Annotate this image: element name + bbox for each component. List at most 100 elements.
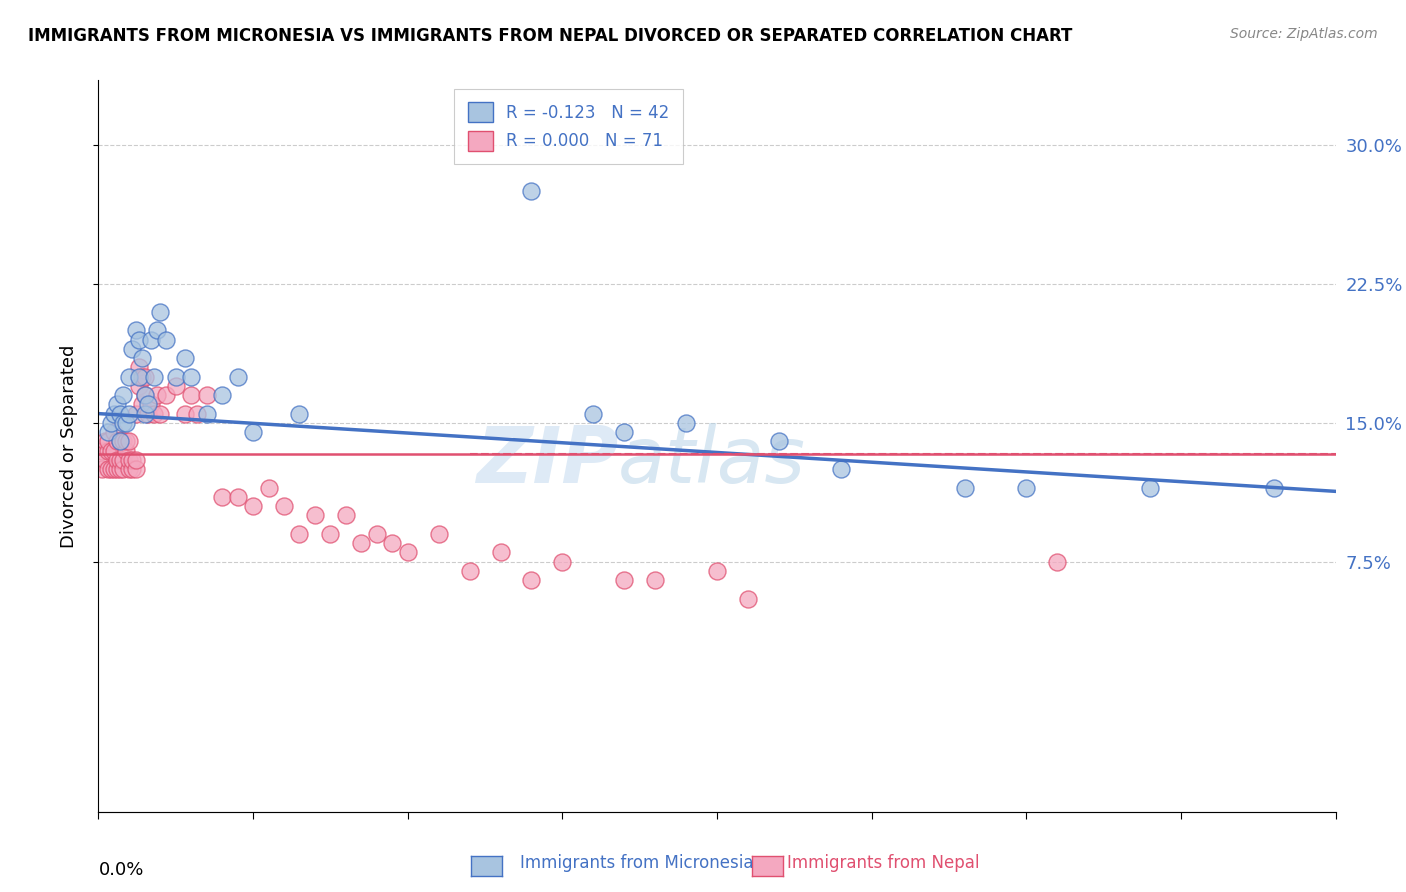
Point <box>112 453 135 467</box>
Text: Source: ZipAtlas.com: Source: ZipAtlas.com <box>1230 27 1378 41</box>
Point <box>112 388 135 402</box>
Point <box>613 574 636 588</box>
Point <box>520 185 543 199</box>
Point <box>335 508 357 523</box>
Point <box>108 462 131 476</box>
Point <box>128 333 150 347</box>
Point <box>139 397 162 411</box>
Point <box>103 407 125 421</box>
Point <box>174 351 197 365</box>
Point <box>520 574 543 588</box>
Point <box>105 434 128 449</box>
Text: 0.0%: 0.0% <box>98 862 143 880</box>
Point <box>644 574 666 588</box>
Point <box>131 351 153 365</box>
Point <box>953 481 976 495</box>
Point <box>396 545 419 559</box>
Point <box>90 462 112 476</box>
Point <box>128 369 150 384</box>
Point <box>97 443 120 458</box>
Point <box>90 443 112 458</box>
Point <box>121 462 143 476</box>
Text: Immigrants from Nepal: Immigrants from Nepal <box>787 855 980 872</box>
Point <box>737 591 759 606</box>
Point <box>97 434 120 449</box>
Point <box>195 388 218 402</box>
Point <box>124 407 146 421</box>
Point <box>112 416 135 430</box>
Point <box>128 379 150 393</box>
Point <box>155 388 177 402</box>
Point <box>105 397 128 411</box>
Point <box>458 564 481 578</box>
Point <box>108 434 131 449</box>
Point <box>366 527 388 541</box>
Point <box>124 453 146 467</box>
Text: ZIP: ZIP <box>475 423 619 499</box>
Point <box>1015 481 1038 495</box>
Point <box>121 453 143 467</box>
Point <box>613 425 636 439</box>
Point <box>93 434 115 449</box>
Point <box>165 379 187 393</box>
Point <box>143 369 166 384</box>
Point <box>1046 555 1069 569</box>
Point <box>118 369 141 384</box>
Point <box>427 527 450 541</box>
Point <box>115 416 138 430</box>
Point <box>139 333 162 347</box>
Point <box>115 443 138 458</box>
Point <box>1139 481 1161 495</box>
Point <box>242 425 264 439</box>
Text: IMMIGRANTS FROM MICRONESIA VS IMMIGRANTS FROM NEPAL DIVORCED OR SEPARATED CORREL: IMMIGRANTS FROM MICRONESIA VS IMMIGRANTS… <box>28 27 1073 45</box>
Point <box>211 388 233 402</box>
Point <box>165 369 187 384</box>
Point <box>195 407 218 421</box>
Point <box>134 388 156 402</box>
Point <box>100 443 122 458</box>
Point <box>100 462 122 476</box>
Point <box>124 462 146 476</box>
Point <box>350 536 373 550</box>
Point <box>180 369 202 384</box>
Point <box>304 508 326 523</box>
Point <box>149 304 172 318</box>
Point <box>273 499 295 513</box>
Point <box>128 360 150 375</box>
Point <box>93 453 115 467</box>
Text: atlas: atlas <box>619 423 806 499</box>
Point <box>118 407 141 421</box>
Point <box>112 434 135 449</box>
Point <box>257 481 280 495</box>
Point <box>830 462 852 476</box>
Point <box>100 416 122 430</box>
Point <box>131 397 153 411</box>
Point <box>112 462 135 476</box>
Point <box>97 425 120 439</box>
Point <box>186 407 208 421</box>
Point <box>768 434 790 449</box>
Point <box>118 434 141 449</box>
Point <box>108 407 131 421</box>
Point <box>136 397 159 411</box>
Point <box>131 369 153 384</box>
Point <box>489 545 512 559</box>
Point <box>136 407 159 421</box>
Point <box>288 527 311 541</box>
Point <box>134 388 156 402</box>
Text: Immigrants from Micronesia: Immigrants from Micronesia <box>520 855 754 872</box>
Point <box>103 443 125 458</box>
Legend: R = -0.123   N = 42, R = 0.000   N = 71: R = -0.123 N = 42, R = 0.000 N = 71 <box>454 88 683 164</box>
Point <box>288 407 311 421</box>
Point <box>582 407 605 421</box>
Point <box>551 555 574 569</box>
Point <box>146 388 169 402</box>
Point <box>108 434 131 449</box>
Point <box>124 323 146 337</box>
Point <box>242 499 264 513</box>
Point <box>180 388 202 402</box>
Point <box>103 425 125 439</box>
Point <box>105 453 128 467</box>
Point <box>134 369 156 384</box>
Point <box>143 407 166 421</box>
